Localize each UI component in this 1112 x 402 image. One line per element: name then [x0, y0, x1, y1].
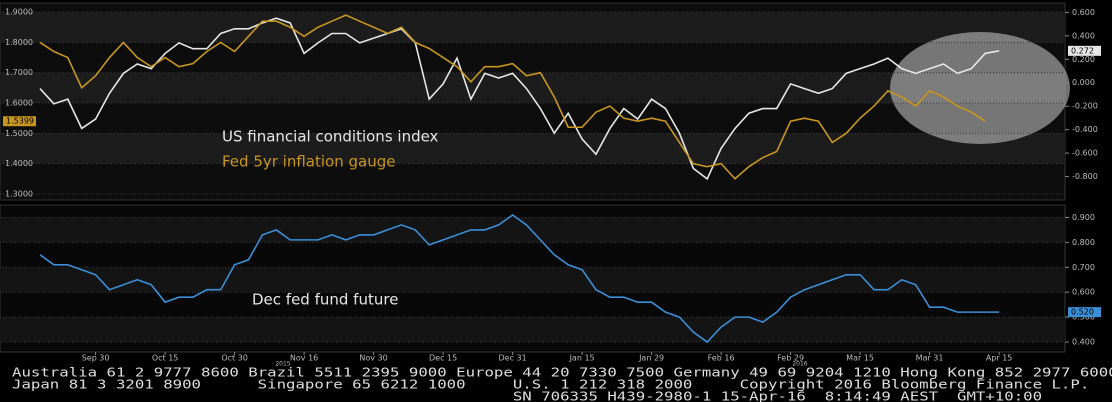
x-tick-label: Oct 30: [221, 354, 248, 363]
last-value-label: 0.520: [1071, 308, 1094, 317]
highlight-circle: [890, 32, 1070, 144]
x-tick-label: Nov 16: [290, 354, 318, 363]
x-tick-label: Feb 29: [777, 354, 804, 363]
y2-tick-label: 0.400: [1072, 338, 1095, 347]
y-tick-label: 1.7000: [5, 68, 33, 77]
x-tick-label: Jan 29: [638, 354, 664, 363]
footer-text: Hong Kong 852 2977 6000: [900, 366, 1112, 380]
legend-label: US financial conditions index: [222, 128, 439, 146]
last-value-tag: [1068, 45, 1101, 56]
y2-tick-label: 0.600: [1072, 8, 1095, 17]
y-tick-label: 1.5000: [5, 129, 33, 138]
legend-label: Fed 5yr inflation gauge: [222, 153, 395, 171]
last-value-tag: [3, 116, 36, 127]
y2-tick-label: -0.600: [1072, 149, 1098, 158]
footer-text: Brazil 5511 2395 9000: [248, 366, 446, 380]
grid-band: [0, 217, 1065, 243]
series-line: [39, 14, 986, 180]
x-tick-label: Dec 15: [429, 354, 457, 363]
legend-label: Dec fed fund future: [252, 291, 398, 309]
y-tick-label: 1.4000: [5, 159, 33, 168]
x-tick-label: Jan 15: [569, 354, 595, 363]
y2-tick-label: 0.800: [1072, 238, 1095, 247]
footer-text: Europe 44 20 7330 7500: [456, 366, 664, 380]
y2-tick-label: 0.400: [1072, 31, 1095, 40]
grid-band: [0, 267, 1065, 293]
last-value-label: 1.5399: [6, 117, 34, 126]
y-tick-label: 1.3000: [5, 189, 33, 198]
y2-tick-label: 0.700: [1072, 263, 1095, 272]
grid-band: [0, 133, 1065, 164]
y-tick-label: 1.9000: [5, 8, 33, 17]
y-tick-label: 1.8000: [5, 38, 33, 47]
last-value-tag: [1068, 307, 1101, 318]
x-tick-label: Mar 31: [916, 354, 944, 363]
footer-text: Singapore 65 6212 1000: [258, 378, 466, 392]
series-line: [39, 17, 1000, 181]
y2-tick-label: -0.800: [1072, 172, 1098, 181]
y2-tick-label: 0.000: [1072, 78, 1095, 87]
year-label: 2016: [792, 361, 807, 368]
y2-tick-label: 0.200: [1072, 55, 1095, 64]
grid-band: [0, 317, 1065, 343]
grid-band: [0, 12, 1065, 43]
footer-text: Japan 81 3 3201 8900: [12, 378, 201, 392]
x-tick-label: Oct 15: [152, 354, 179, 363]
footer-text: U.S. 1 212 318 2000: [513, 378, 693, 392]
footer-text: Germany 49 69 9204 1210: [674, 366, 891, 380]
x-tick-label: Mar 15: [846, 354, 874, 363]
x-tick-label: Apr 15: [986, 354, 1013, 363]
footer-text: SN 706335 H439-2980-1 15-Apr-16 8:14:49 …: [513, 390, 1042, 402]
y2-tick-label: -0.200: [1072, 102, 1098, 111]
x-tick-label: Dec 31: [498, 354, 526, 363]
footer-text: Copyright 2016 Bloomberg Finance L.P.: [740, 378, 1090, 392]
x-tick-label: Sep 30: [82, 354, 110, 363]
y-tick-label: 1.6000: [5, 99, 33, 108]
y2-tick-label: 0.900: [1072, 213, 1095, 222]
x-tick-label: Nov 30: [359, 354, 387, 363]
last-value-label: 0.272: [1071, 46, 1094, 55]
series-line: [39, 213, 1000, 344]
year-label: 2015: [275, 361, 290, 368]
y2-tick-label: -0.400: [1072, 125, 1098, 134]
footer-text: Australia 61 2 9777 8600: [12, 366, 239, 380]
x-tick-label: Feb 16: [708, 354, 735, 363]
y2-tick-label: 0.600: [1072, 288, 1095, 297]
